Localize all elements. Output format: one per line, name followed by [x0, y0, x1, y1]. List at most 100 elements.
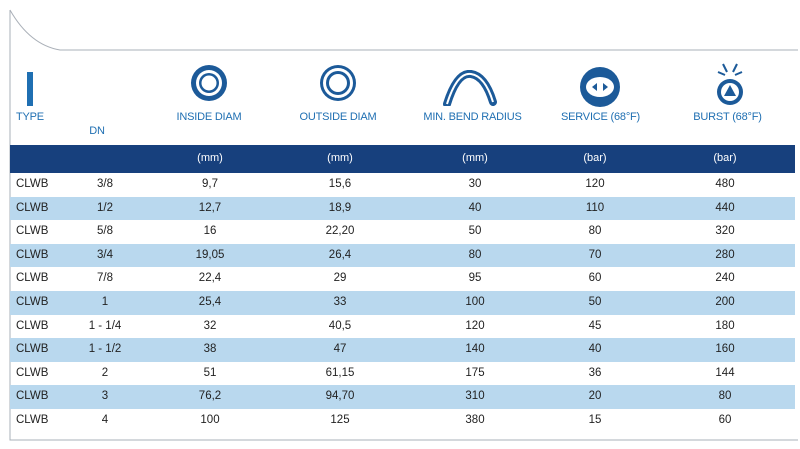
cell-inside-diam: 12,7	[198, 201, 222, 214]
cell-type: CLWB	[16, 272, 49, 285]
inside-diameter-icon	[191, 65, 227, 101]
table-row: CLWB 7/8 22,4 29 95 60 240	[10, 267, 795, 291]
cell-outside-diam: 26,4	[328, 248, 352, 261]
cell-burst: 144	[715, 366, 735, 379]
table-row: CLWB 2 51 61,15 175 36 144	[10, 362, 795, 386]
cell-bend-radius: 40	[468, 201, 482, 214]
cell-type: CLWB	[16, 413, 49, 426]
units-band: (mm) (mm) (mm) (bar) (bar)	[10, 145, 795, 173]
cell-dn: 3/8	[97, 178, 113, 190]
cell-bend-radius: 380	[465, 413, 485, 426]
unit-burst: (bar)	[713, 152, 737, 164]
unit-inside-diam: (mm)	[197, 152, 223, 164]
cell-service: 70	[588, 248, 602, 261]
cell-outside-diam: 47	[333, 343, 347, 356]
cell-type: CLWB	[16, 366, 49, 379]
cell-burst: 200	[715, 295, 735, 308]
cell-outside-diam: 29	[333, 272, 347, 285]
table-row: CLWB 4 100 125 380 15 60	[10, 409, 795, 433]
cell-type: CLWB	[16, 225, 49, 238]
cell-burst: 440	[715, 201, 735, 214]
cell-bend-radius: 120	[465, 319, 485, 332]
cell-service: 20	[588, 390, 602, 403]
cell-bend-radius: 100	[465, 295, 485, 308]
unit-outside-diam: (mm)	[327, 152, 353, 164]
header-inside-diam: INSIDE DIAM	[176, 111, 242, 123]
table-row: CLWB 3 76,2 94,70 310 20 80	[10, 385, 795, 409]
cell-inside-diam: 25,4	[198, 295, 222, 308]
cell-service: 60	[588, 272, 602, 285]
cell-type: CLWB	[16, 295, 49, 308]
table-row: CLWB 1 - 1/2 38 47 140 40 160	[10, 338, 795, 362]
cell-burst: 80	[718, 390, 732, 403]
cell-outside-diam: 125	[330, 413, 350, 426]
type-bar-icon	[27, 72, 33, 106]
header-type: TYPE	[16, 111, 44, 123]
header-outside-diam: OUTSIDE DIAM	[299, 111, 377, 123]
outside-diameter-icon	[320, 65, 356, 101]
cell-type: CLWB	[16, 248, 49, 261]
cell-service: 110	[585, 201, 605, 214]
header-service: SERVICE (68°F)	[560, 111, 641, 123]
table-row: CLWB 3/8 9,7 15,6 30 120 480	[10, 173, 795, 197]
service-pressure-icon	[580, 67, 620, 107]
cell-bend-radius: 140	[465, 343, 485, 356]
cell-bend-radius: 80	[468, 248, 482, 261]
cell-inside-diam: 19,05	[195, 248, 225, 261]
cell-service: 15	[588, 413, 602, 426]
cell-dn: 1 - 1/4	[88, 319, 122, 332]
cell-burst: 240	[715, 272, 735, 285]
cell-dn: 1	[101, 295, 109, 308]
cell-burst: 180	[715, 319, 735, 332]
cell-type: CLWB	[16, 178, 49, 190]
unit-bend-radius: (mm)	[462, 152, 488, 164]
cell-dn: 3	[101, 390, 109, 403]
cell-dn: 4	[101, 413, 109, 426]
cell-inside-diam: 51	[203, 366, 217, 379]
unit-service: (bar)	[583, 152, 607, 164]
cell-service: 80	[588, 225, 602, 238]
burst-pressure-icon	[717, 63, 743, 105]
cell-service: 36	[588, 366, 602, 379]
table-row: CLWB 5/8 16 22,20 50 80 320	[10, 220, 795, 244]
cell-type: CLWB	[16, 343, 49, 356]
cell-type: CLWB	[16, 201, 49, 214]
cell-outside-diam: 33	[333, 295, 347, 308]
cell-dn: 2	[101, 366, 109, 379]
cell-outside-diam: 18,9	[328, 201, 352, 214]
cell-burst: 160	[715, 343, 735, 356]
cell-outside-diam: 61,15	[325, 366, 355, 379]
cell-outside-diam: 94,70	[325, 390, 355, 403]
header-bend-radius: MIN. BEND RADIUS	[423, 111, 522, 123]
cell-burst: 280	[715, 248, 735, 261]
cell-service: 45	[588, 319, 602, 332]
cell-inside-diam: 9,7	[202, 178, 218, 190]
cell-type: CLWB	[16, 319, 49, 332]
cell-bend-radius: 175	[465, 366, 485, 379]
table-row: CLWB 1 25,4 33 100 50 200	[10, 290, 795, 315]
cell-inside-diam: 76,2	[198, 390, 222, 403]
cell-service: 50	[588, 295, 602, 308]
cell-inside-diam: 100	[200, 413, 220, 426]
cell-bend-radius: 30	[468, 178, 482, 190]
cell-dn: 3/4	[97, 248, 113, 261]
cell-inside-diam: 22,4	[198, 272, 222, 285]
cell-service: 120	[585, 178, 605, 190]
table-row: CLWB 1 - 1/4 32 40,5 120 45 180	[10, 315, 795, 339]
cell-bend-radius: 50	[468, 225, 482, 238]
cell-outside-diam: 15,6	[328, 178, 352, 190]
cell-outside-diam: 22,20	[325, 225, 355, 238]
table-body: CLWB 3/8 9,7 15,6 30 120 480 CLWB 1/2 12,7 18,9 40…	[10, 173, 795, 433]
cell-dn: 7/8	[97, 272, 113, 285]
cell-burst: 480	[715, 178, 735, 190]
cell-service: 40	[588, 343, 602, 356]
cell-inside-diam: 16	[203, 225, 217, 238]
cell-dn: 5/8	[97, 225, 113, 238]
cell-dn: 1 - 1/2	[88, 343, 122, 356]
header-dn: DN	[89, 125, 105, 137]
cell-bend-radius: 310	[465, 390, 485, 403]
table-row: CLWB 1/2 12,7 18,9 40 110 440	[10, 196, 795, 221]
cell-outside-diam: 40,5	[328, 319, 352, 332]
cell-burst: 320	[715, 225, 735, 238]
bend-radius-icon	[443, 70, 497, 106]
